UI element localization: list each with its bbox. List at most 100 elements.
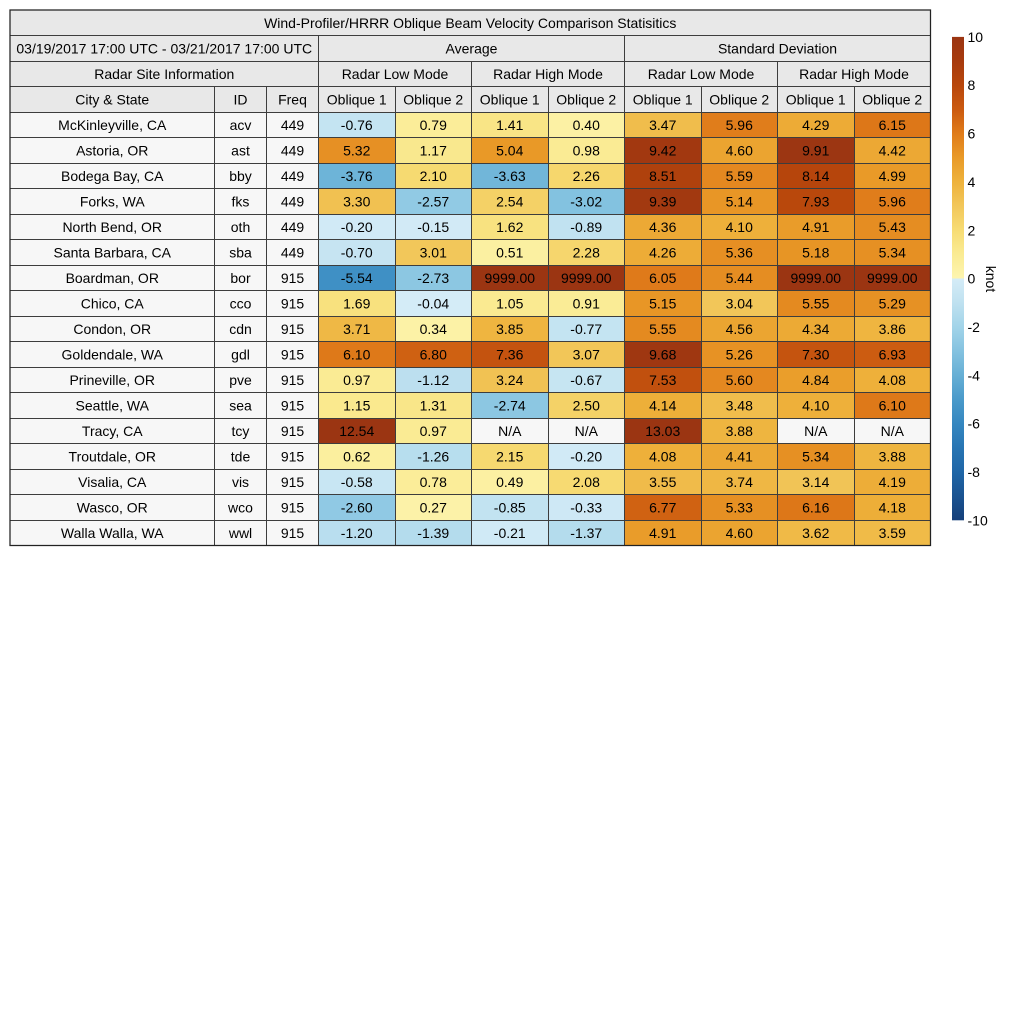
svg-text:4.60: 4.60 bbox=[726, 525, 753, 541]
svg-text:-3.63: -3.63 bbox=[494, 168, 526, 184]
svg-text:5.55: 5.55 bbox=[802, 295, 829, 311]
svg-text:1.17: 1.17 bbox=[420, 142, 447, 158]
svg-text:vis: vis bbox=[232, 474, 249, 490]
svg-text:Walla Walla, WA: Walla Walla, WA bbox=[61, 525, 164, 541]
svg-text:tde: tde bbox=[231, 448, 251, 464]
svg-text:N/A: N/A bbox=[881, 423, 905, 439]
svg-text:4.29: 4.29 bbox=[802, 117, 829, 133]
svg-text:-1.39: -1.39 bbox=[417, 525, 449, 541]
svg-text:915: 915 bbox=[281, 448, 305, 464]
svg-text:Tracy, CA: Tracy, CA bbox=[82, 423, 143, 439]
svg-text:3.30: 3.30 bbox=[343, 193, 370, 209]
svg-text:3.14: 3.14 bbox=[802, 474, 829, 490]
svg-text:-0.58: -0.58 bbox=[341, 474, 373, 490]
svg-text:5.18: 5.18 bbox=[802, 244, 829, 260]
svg-text:5.60: 5.60 bbox=[726, 372, 753, 388]
svg-text:915: 915 bbox=[281, 499, 305, 515]
svg-text:-8: -8 bbox=[968, 464, 981, 480]
svg-text:-0.04: -0.04 bbox=[417, 295, 449, 311]
svg-text:Prineville, OR: Prineville, OR bbox=[69, 372, 155, 388]
svg-text:7.93: 7.93 bbox=[802, 193, 829, 209]
svg-text:-10: -10 bbox=[968, 512, 988, 528]
svg-text:N/A: N/A bbox=[498, 423, 522, 439]
svg-text:9.68: 9.68 bbox=[649, 346, 676, 362]
svg-text:9999.00: 9999.00 bbox=[867, 270, 918, 286]
svg-text:wwl: wwl bbox=[228, 525, 252, 541]
svg-text:Oblique 1: Oblique 1 bbox=[786, 91, 846, 107]
svg-text:1.15: 1.15 bbox=[343, 397, 370, 413]
svg-text:-0.70: -0.70 bbox=[341, 244, 373, 260]
svg-text:915: 915 bbox=[281, 423, 305, 439]
svg-text:1.31: 1.31 bbox=[420, 397, 447, 413]
svg-text:5.15: 5.15 bbox=[649, 295, 676, 311]
svg-text:3.88: 3.88 bbox=[879, 448, 906, 464]
svg-text:4.19: 4.19 bbox=[879, 474, 906, 490]
svg-text:-1.20: -1.20 bbox=[341, 525, 373, 541]
svg-text:449: 449 bbox=[281, 142, 305, 158]
svg-text:03/19/2017 17:00 UTC - 03/21/2: 03/19/2017 17:00 UTC - 03/21/2017 17:00 … bbox=[16, 40, 312, 56]
svg-text:Radar High Mode: Radar High Mode bbox=[493, 66, 603, 82]
svg-text:McKinleyville, CA: McKinleyville, CA bbox=[58, 117, 167, 133]
svg-text:9.39: 9.39 bbox=[649, 193, 676, 209]
svg-text:Radar Site Information: Radar Site Information bbox=[94, 66, 234, 82]
svg-text:5.96: 5.96 bbox=[726, 117, 753, 133]
svg-text:-0.21: -0.21 bbox=[494, 525, 526, 541]
svg-text:3.59: 3.59 bbox=[879, 525, 906, 541]
svg-text:City & State: City & State bbox=[75, 91, 149, 107]
svg-text:449: 449 bbox=[281, 244, 305, 260]
svg-text:acv: acv bbox=[230, 117, 252, 133]
svg-text:Oblique 2: Oblique 2 bbox=[556, 91, 616, 107]
svg-text:5.59: 5.59 bbox=[726, 168, 753, 184]
svg-text:4.42: 4.42 bbox=[879, 142, 906, 158]
svg-text:wco: wco bbox=[227, 499, 253, 515]
svg-text:8.51: 8.51 bbox=[649, 168, 676, 184]
svg-text:9999.00: 9999.00 bbox=[561, 270, 612, 286]
svg-text:0.49: 0.49 bbox=[496, 474, 523, 490]
svg-text:3.07: 3.07 bbox=[573, 346, 600, 362]
svg-text:4.10: 4.10 bbox=[726, 219, 753, 235]
svg-text:4.84: 4.84 bbox=[802, 372, 829, 388]
svg-text:-2.57: -2.57 bbox=[417, 193, 449, 209]
svg-text:12.54: 12.54 bbox=[339, 423, 374, 439]
svg-text:915: 915 bbox=[281, 372, 305, 388]
svg-text:0.27: 0.27 bbox=[420, 499, 447, 515]
svg-text:Standard Deviation: Standard Deviation bbox=[718, 40, 837, 56]
svg-text:4.26: 4.26 bbox=[649, 244, 676, 260]
svg-text:3.01: 3.01 bbox=[420, 244, 447, 260]
svg-text:Santa Barbara, CA: Santa Barbara, CA bbox=[53, 244, 171, 260]
svg-text:915: 915 bbox=[281, 525, 305, 541]
svg-text:Radar Low Mode: Radar Low Mode bbox=[342, 66, 449, 82]
svg-text:oth: oth bbox=[231, 219, 250, 235]
svg-text:5.26: 5.26 bbox=[726, 346, 753, 362]
svg-text:cdn: cdn bbox=[229, 321, 252, 337]
svg-text:1.05: 1.05 bbox=[496, 295, 523, 311]
svg-text:0.97: 0.97 bbox=[343, 372, 370, 388]
svg-text:3.48: 3.48 bbox=[726, 397, 753, 413]
svg-text:-0.20: -0.20 bbox=[341, 219, 373, 235]
svg-text:6.80: 6.80 bbox=[420, 346, 447, 362]
svg-text:8.14: 8.14 bbox=[802, 168, 829, 184]
svg-text:sba: sba bbox=[229, 244, 252, 260]
svg-text:5.14: 5.14 bbox=[726, 193, 753, 209]
svg-text:Wind-Profiler/HRRR Oblique Bea: Wind-Profiler/HRRR Oblique Beam Velocity… bbox=[264, 15, 676, 31]
svg-text:-0.77: -0.77 bbox=[570, 321, 602, 337]
svg-text:2.08: 2.08 bbox=[573, 474, 600, 490]
svg-text:3.71: 3.71 bbox=[343, 321, 370, 337]
svg-text:449: 449 bbox=[281, 168, 305, 184]
svg-text:Boardman, OR: Boardman, OR bbox=[66, 270, 159, 286]
svg-text:4.08: 4.08 bbox=[649, 448, 676, 464]
svg-text:ID: ID bbox=[234, 91, 248, 107]
svg-text:6.10: 6.10 bbox=[879, 397, 906, 413]
svg-text:2: 2 bbox=[968, 222, 976, 238]
svg-text:-1.26: -1.26 bbox=[417, 448, 449, 464]
svg-text:-2.73: -2.73 bbox=[417, 270, 449, 286]
svg-text:pve: pve bbox=[229, 372, 252, 388]
svg-text:4: 4 bbox=[968, 174, 976, 190]
svg-text:5.04: 5.04 bbox=[496, 142, 523, 158]
svg-text:ast: ast bbox=[231, 142, 250, 158]
svg-text:6.16: 6.16 bbox=[802, 499, 829, 515]
svg-text:5.34: 5.34 bbox=[879, 244, 906, 260]
svg-text:3.74: 3.74 bbox=[726, 474, 753, 490]
svg-text:8: 8 bbox=[968, 77, 976, 93]
svg-text:6: 6 bbox=[968, 126, 976, 142]
